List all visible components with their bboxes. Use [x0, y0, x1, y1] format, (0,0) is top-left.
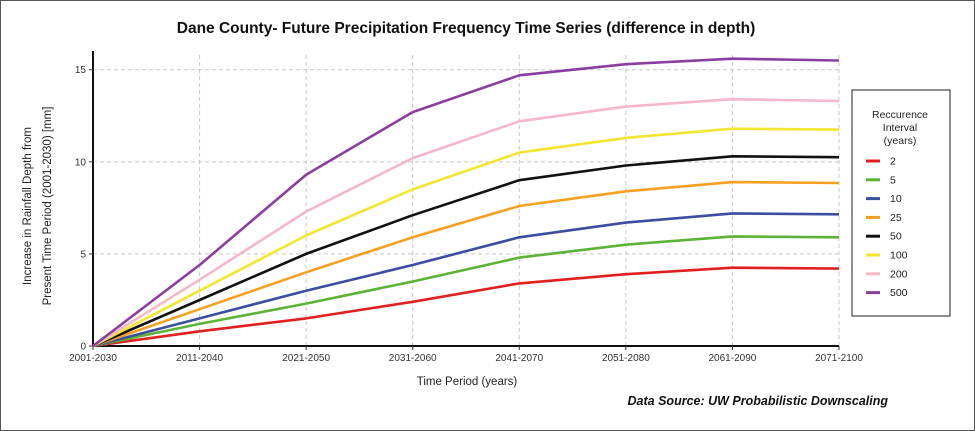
legend-label-500: 500 — [890, 287, 908, 299]
series-line-500 — [92, 57, 840, 348]
series-line-25 — [92, 180, 840, 348]
y-axis-label: Increase in Rainfall Depth from Present … — [22, 107, 54, 306]
legend-label-10: 10 — [890, 193, 902, 205]
y-tick-label: 10 — [75, 157, 87, 168]
legend-title-line-3: (years) — [884, 135, 917, 147]
series-lines — [92, 57, 840, 348]
y-axis-label-line-1: Increase in Rainfall Depth from — [22, 127, 34, 285]
x-tick-label: 2051-2080 — [602, 353, 650, 364]
series-line-10 — [92, 212, 840, 348]
y-tick-label: 15 — [75, 65, 87, 76]
series-line-200 — [92, 97, 840, 348]
legend: Reccurence Interval (years) 251025501002… — [851, 89, 951, 317]
x-tick-label: 2071-2100 — [815, 353, 863, 364]
chart-title: Dane County- Future Precipitation Freque… — [177, 20, 755, 37]
y-axis-label-line-2: Present Time Period (2001-2030) [mm] — [42, 107, 54, 306]
y-tick-labels: 0 5 10 15 — [75, 65, 93, 353]
legend-title-line-2: Interval — [883, 122, 917, 134]
x-tick-label: 2021-2050 — [282, 353, 330, 364]
legend-label-25: 25 — [890, 212, 902, 224]
legend-label-2: 2 — [890, 156, 896, 168]
y-tick-label: 5 — [80, 249, 86, 260]
legend-box — [851, 89, 951, 317]
x-tick-label: 2001-2030 — [69, 353, 117, 364]
legend-title-line-1: Reccurence — [872, 109, 928, 121]
x-tick-label: 2041-2070 — [495, 353, 543, 364]
series-line-2 — [92, 266, 840, 348]
grid-lines — [93, 55, 840, 346]
series-line-5 — [92, 235, 840, 348]
x-tick-label: 2011-2040 — [176, 353, 224, 364]
x-tick-label: 2061-2090 — [709, 353, 757, 364]
series-line-50 — [92, 155, 840, 348]
y-tick-label: 0 — [80, 342, 86, 353]
x-tick-label: 2031-2060 — [389, 353, 437, 364]
legend-label-50: 50 — [890, 231, 902, 243]
legend-label-100: 100 — [890, 250, 908, 262]
series-line-100 — [92, 127, 840, 348]
data-source-note: Data Source: UW Probabilistic Downscalin… — [628, 394, 889, 408]
axes — [92, 51, 839, 347]
legend-label-5: 5 — [890, 174, 896, 186]
legend-label-200: 200 — [890, 268, 908, 280]
x-tick-labels: 2001-2030 2011-2040 2021-2050 2031-2060 2041… — [69, 346, 863, 364]
x-axis-label: Time Period (years) — [417, 376, 518, 388]
